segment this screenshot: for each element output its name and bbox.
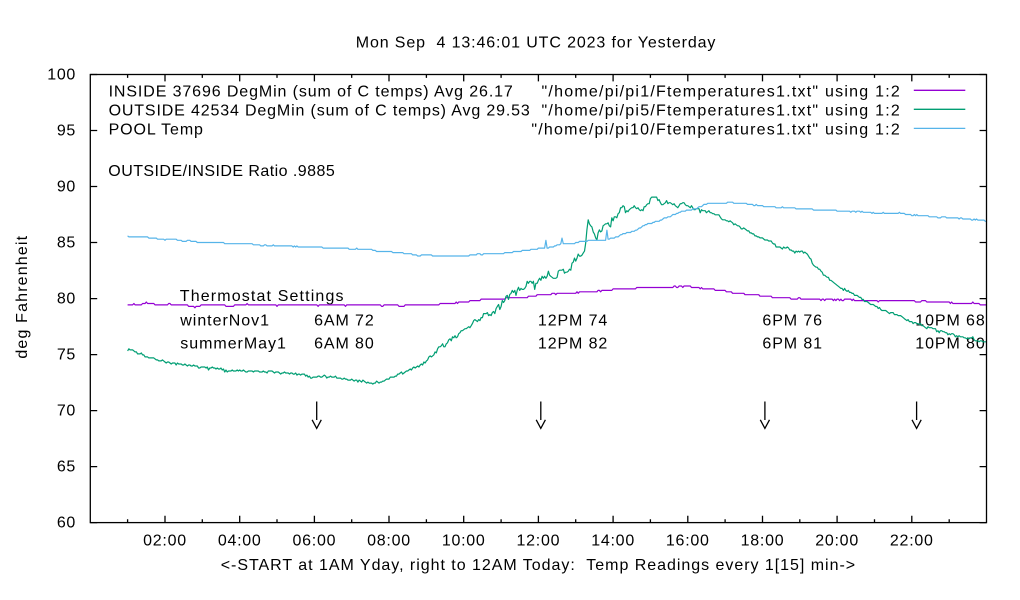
svg-text:"/home/pi/pi5/Ftemperatures1.t: "/home/pi/pi5/Ftemperatures1.txt" using … bbox=[541, 103, 901, 120]
svg-text:02:00: 02:00 bbox=[143, 533, 187, 550]
svg-text:14:00: 14:00 bbox=[591, 533, 635, 550]
svg-text:INSIDE 37696 DegMin (sum of C: INSIDE 37696 DegMin (sum of C temps) Avg… bbox=[109, 84, 514, 101]
svg-text:10PM 80: 10PM 80 bbox=[915, 336, 985, 353]
svg-text:90: 90 bbox=[57, 179, 76, 196]
svg-text:OUTSIDE 42534 DegMin (sum of C: OUTSIDE 42534 DegMin (sum of C temps) Av… bbox=[109, 103, 531, 120]
svg-text:"/home/pi/pi1/Ftemperatures1.t: "/home/pi/pi1/Ftemperatures1.txt" using … bbox=[541, 84, 901, 101]
svg-text:10:00: 10:00 bbox=[442, 533, 486, 550]
svg-text:Thermostat Settings: Thermostat Settings bbox=[180, 288, 345, 305]
svg-text:75: 75 bbox=[57, 347, 76, 364]
svg-text:winterNov1: winterNov1 bbox=[179, 312, 270, 329]
svg-text:POOL Temp: POOL Temp bbox=[109, 122, 204, 139]
svg-text:summerMay1: summerMay1 bbox=[180, 336, 287, 353]
svg-text:18:00: 18:00 bbox=[741, 533, 785, 550]
svg-text:<-START at 1AM Yday, right to: <-START at 1AM Yday, right to 12AM Today… bbox=[221, 557, 856, 574]
svg-text:20:00: 20:00 bbox=[815, 533, 859, 550]
svg-text:04:00: 04:00 bbox=[218, 533, 262, 550]
svg-text:6AM 80: 6AM 80 bbox=[314, 336, 375, 353]
svg-text:22:00: 22:00 bbox=[890, 533, 934, 550]
svg-text:65: 65 bbox=[57, 459, 76, 476]
svg-text:6AM 72: 6AM 72 bbox=[314, 312, 375, 329]
svg-text:deg Fahrenheit: deg Fahrenheit bbox=[14, 235, 31, 359]
svg-text:12PM 74: 12PM 74 bbox=[538, 312, 608, 329]
svg-text:10PM 68: 10PM 68 bbox=[915, 312, 985, 329]
svg-text:70: 70 bbox=[57, 403, 76, 420]
svg-text:95: 95 bbox=[57, 123, 76, 140]
svg-text:80: 80 bbox=[57, 291, 76, 308]
svg-text:12PM 82: 12PM 82 bbox=[538, 336, 608, 353]
svg-text:16:00: 16:00 bbox=[666, 533, 710, 550]
svg-text:06:00: 06:00 bbox=[293, 533, 337, 550]
svg-text:100: 100 bbox=[47, 67, 76, 84]
svg-text:Mon Sep 4 13:46:01 UTC 2023 f: Mon Sep 4 13:46:01 UTC 2023 for Yesterda… bbox=[356, 35, 717, 52]
svg-text:85: 85 bbox=[57, 235, 76, 252]
svg-text:08:00: 08:00 bbox=[367, 533, 411, 550]
svg-text:6PM 81: 6PM 81 bbox=[762, 336, 823, 353]
svg-text:12:00: 12:00 bbox=[517, 533, 561, 550]
svg-text:60: 60 bbox=[57, 515, 76, 532]
svg-text:"/home/pi/pi10/Ftemperatures1.: "/home/pi/pi10/Ftemperatures1.txt" using… bbox=[531, 122, 901, 139]
svg-text:OUTSIDE/INSIDE Ratio .9885: OUTSIDE/INSIDE Ratio .9885 bbox=[108, 163, 335, 180]
svg-text:6PM 76: 6PM 76 bbox=[762, 312, 823, 329]
